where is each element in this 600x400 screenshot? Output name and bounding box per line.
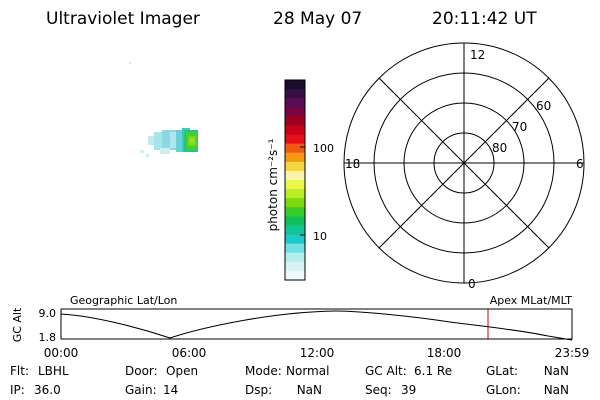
colorbar-segment	[285, 152, 305, 163]
colorbar-segment	[285, 225, 305, 236]
colorbar-segment	[285, 270, 305, 281]
info-seq-value: 39	[401, 383, 416, 397]
colorbar-segment	[285, 189, 305, 199]
colorbar-segment	[285, 143, 305, 154]
colorbar-segment	[285, 116, 305, 127]
colorbar-segment	[285, 198, 305, 208]
info-dsp-value: NaN	[297, 383, 322, 397]
orbit-x-tick-2359: 23:59	[555, 346, 590, 360]
info-ip-value: 36.0	[34, 383, 61, 397]
info-gain-label: Gain:	[125, 383, 157, 397]
info-gain-value: 14	[163, 383, 178, 397]
auroral-image	[129, 62, 198, 157]
mlt-label-18: 18	[345, 157, 360, 171]
orbit-plot-frame	[60, 308, 573, 340]
info-glat-label: GLat:	[486, 364, 518, 378]
info-flt-value: LBHL	[38, 364, 69, 378]
polar-spoke-diag-2	[378, 77, 550, 249]
time-label: 20:11:42 UT	[432, 9, 537, 29]
orbit-axis-label: GC Alt	[11, 307, 24, 342]
orbit-y-tick-low: 1.8	[39, 331, 57, 344]
orbit-x-tick-0000: 00:00	[44, 346, 79, 360]
info-dsp-label: Dsp:	[245, 383, 272, 397]
colorbar-tick-label-10: 10	[313, 230, 327, 243]
colorbar-segment	[285, 252, 305, 263]
lat-label-60: 60	[536, 99, 551, 113]
lat-label-70: 70	[512, 120, 527, 134]
colorbar	[285, 80, 305, 281]
orbit-x-tick-1200: 12:00	[300, 346, 335, 360]
orbit-altitude-curve	[60, 310, 573, 341]
colorbar-segment	[285, 170, 305, 181]
orbit-y-tick-high: 9.0	[39, 307, 57, 320]
info-glon-value: NaN	[544, 383, 569, 397]
mlt-label-6: 6	[576, 157, 584, 171]
lat-label-80: 80	[492, 141, 507, 155]
info-flt-label: Flt:	[10, 364, 29, 378]
orbit-x-tick-1800: 18:00	[427, 346, 462, 360]
colorbar-segment	[285, 161, 305, 172]
colorbar-frame	[284, 79, 306, 281]
colorbar-segment	[285, 243, 305, 254]
info-ip-label: IP:	[10, 383, 25, 397]
colorbar-tick-label-100: 100	[313, 142, 334, 155]
orbit-left-label: Geographic Lat/Lon	[70, 294, 177, 307]
mlt-label-0: 0	[468, 277, 476, 291]
colorbar-segment	[285, 234, 305, 245]
instrument-title: Ultraviolet Imager	[46, 9, 200, 29]
info-mode-value: Normal	[286, 364, 329, 378]
orbit-x-tick-0600: 06:00	[172, 346, 207, 360]
info-glon-label: GLon:	[486, 383, 521, 397]
info-door-value: Open	[166, 364, 198, 378]
info-gcalt-value: 6.1 Re	[414, 364, 452, 378]
date-label: 28 May 07	[273, 9, 362, 29]
colorbar-segment	[285, 80, 305, 90]
colorbar-segment	[285, 216, 305, 227]
info-seq-label: Seq:	[365, 383, 392, 397]
colorbar-segment	[285, 125, 305, 136]
info-panel: Flt: LBHL Door: Open Mode: Normal GC Alt…	[10, 364, 569, 397]
colorbar-segment	[285, 134, 305, 145]
info-door-label: Door:	[125, 364, 158, 378]
colorbar-unit-label: photon cm⁻²s⁻¹	[266, 138, 280, 231]
colorbar-segment	[285, 89, 305, 99]
info-mode-label: Mode:	[245, 364, 282, 378]
info-glat-value: NaN	[544, 364, 569, 378]
colorbar-segment	[285, 180, 305, 190]
mlt-label-12: 12	[470, 48, 485, 62]
colorbar-segment	[285, 261, 305, 272]
info-gcalt-label: GC Alt:	[365, 364, 407, 378]
colorbar-segment	[285, 98, 305, 108]
colorbar-segment	[285, 107, 305, 117]
colorbar-segment	[285, 207, 305, 217]
orbit-right-label: Apex MLat/MLT	[490, 294, 573, 307]
polar-plot	[343, 42, 585, 284]
